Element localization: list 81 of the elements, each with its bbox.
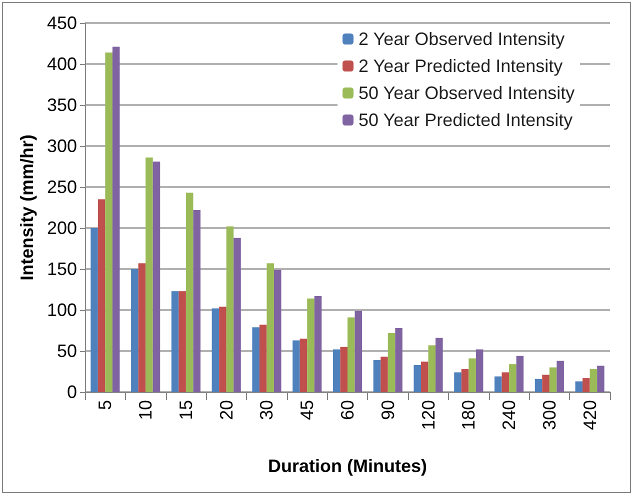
- y-tick-label: 400: [46, 54, 77, 74]
- bar: [388, 332, 396, 392]
- bar: [252, 327, 260, 392]
- bar: [494, 376, 502, 392]
- bar: [234, 238, 241, 392]
- bar: [436, 338, 443, 392]
- bar: [348, 317, 355, 392]
- bar: [274, 270, 282, 392]
- bar: [380, 356, 388, 392]
- bar: [105, 52, 112, 392]
- bar: [597, 366, 604, 392]
- y-tick-label: 200: [46, 218, 77, 238]
- bar: [131, 269, 138, 392]
- bar: [90, 228, 98, 392]
- bar: [292, 340, 300, 392]
- x-tick-label: 45: [297, 400, 318, 420]
- bar: [428, 345, 436, 392]
- bar: [516, 356, 524, 392]
- x-axis-title: Duration (Minutes): [268, 456, 427, 476]
- bar: [549, 367, 557, 392]
- bar: [219, 306, 226, 392]
- x-tick-label: 180: [458, 400, 479, 430]
- bar: [146, 157, 153, 392]
- bar: [502, 372, 510, 392]
- bar: [112, 46, 120, 392]
- bar: [582, 378, 590, 392]
- bar: [171, 291, 179, 392]
- x-tick-label: 10: [136, 400, 156, 420]
- bar: [193, 210, 200, 392]
- legend-label: 50 Year Predicted Intensity: [358, 110, 573, 130]
- bar: [186, 192, 194, 392]
- x-tick-label: 30: [256, 400, 277, 420]
- bar: [259, 324, 267, 392]
- y-tick-label: 350: [46, 95, 77, 115]
- y-tick-label: 450: [46, 13, 77, 33]
- bar: [300, 338, 308, 392]
- bar: [138, 263, 146, 392]
- bar: [534, 378, 542, 392]
- x-tick-label: 300: [539, 400, 560, 430]
- bar: [340, 346, 348, 392]
- bar: [395, 328, 402, 392]
- bar: [226, 226, 234, 392]
- x-tick-label: 15: [176, 400, 196, 420]
- bar: [314, 296, 322, 392]
- bar: [178, 291, 186, 392]
- bar: [590, 369, 598, 392]
- bar: [212, 308, 220, 392]
- bar: [468, 358, 476, 392]
- x-tick-label: 5: [95, 400, 116, 410]
- bar: [542, 374, 550, 392]
- bar: [152, 162, 160, 392]
- bar: [454, 372, 462, 392]
- bar: [266, 263, 274, 392]
- y-tick-label: 250: [46, 177, 77, 197]
- bar: [556, 360, 564, 392]
- bar: [575, 381, 583, 392]
- bar: [476, 349, 484, 392]
- legend-label: 2 Year Predicted Intensity: [358, 56, 563, 76]
- x-tick-label: 90: [378, 400, 398, 420]
- bar: [414, 364, 421, 392]
- legend-label: 50 Year Observed Intensity: [358, 83, 575, 103]
- y-tick-label: 100: [46, 300, 77, 320]
- x-tick-label: 20: [216, 400, 236, 420]
- x-tick-label: 120: [418, 400, 438, 430]
- x-tick-label: 240: [499, 400, 520, 430]
- bar: [461, 369, 469, 392]
- y-tick-label: 300: [46, 136, 77, 156]
- x-tick-label: 60: [338, 400, 358, 420]
- bar: [354, 310, 362, 392]
- y-tick-label: 150: [46, 259, 77, 279]
- bar: [332, 349, 340, 392]
- y-tick-label: 0: [66, 382, 77, 402]
- x-tick-label: 420: [580, 400, 600, 430]
- bar: [307, 298, 314, 392]
- legend-label: 2 Year Observed Intensity: [358, 29, 565, 49]
- y-tick-label: 50: [56, 341, 77, 361]
- bar: [509, 364, 516, 392]
- bar: [98, 199, 106, 392]
- bar: [373, 360, 381, 392]
- bar: [421, 362, 428, 392]
- y-axis-title: Intensity (mm/hr): [17, 134, 38, 281]
